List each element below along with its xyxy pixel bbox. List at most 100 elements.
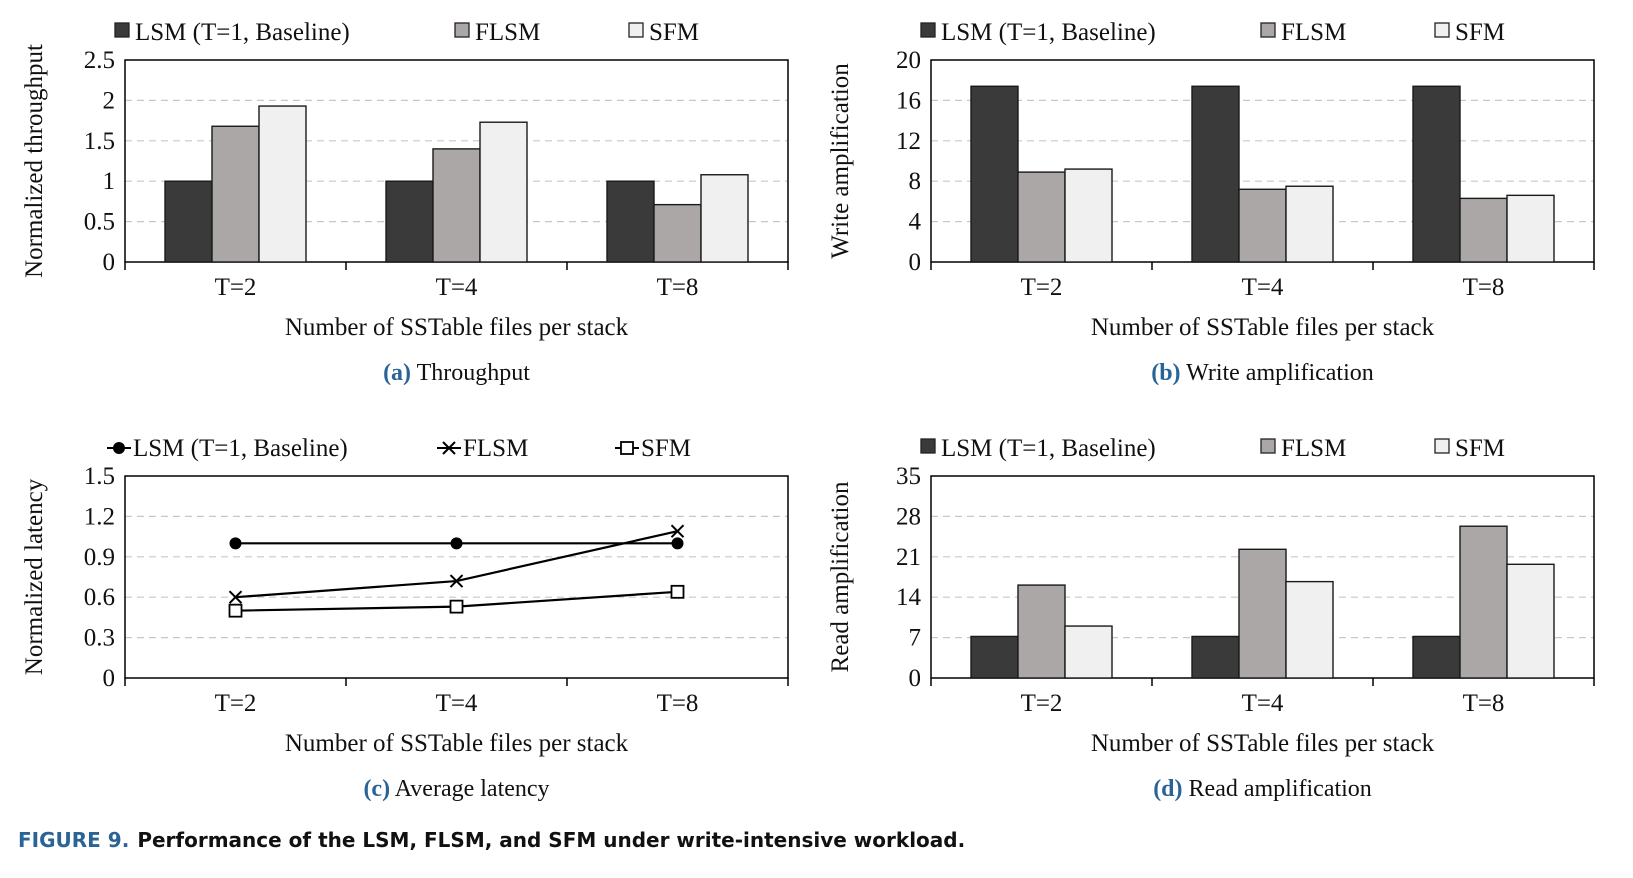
y-axis-title: Normalized latency (21, 478, 48, 675)
legend-label: SFM (641, 435, 691, 462)
y-tick-label: 1 (103, 168, 116, 195)
subfigure-caption-label: (d) (1153, 776, 1182, 802)
y-tick-label: 16 (896, 87, 921, 114)
legend-swatch (1260, 438, 1276, 454)
x-tick-label: T=4 (436, 690, 478, 717)
legend-swatch (920, 438, 936, 454)
bar (606, 180, 655, 263)
bar (211, 125, 260, 263)
chart-d: 0 7 14 21 28 35 T=2 T=4 T=8 Number of SSTable fil… (827, 435, 1595, 802)
subfigure-caption-text: Average latency (390, 776, 549, 802)
y-tick-label: 0.6 (84, 584, 115, 611)
marker-stroke (442, 441, 456, 455)
x-tick-label: T=8 (1463, 690, 1505, 717)
legend-swatch (1434, 22, 1450, 38)
y-tick-label: 0.9 (84, 544, 115, 571)
bar (1459, 197, 1508, 263)
legend-swatch (628, 22, 644, 38)
y-tick-label: 21 (896, 544, 921, 571)
legend-label: LSM (T=1, Baseline) (941, 435, 1156, 462)
bar (432, 148, 481, 263)
bar (1285, 185, 1334, 263)
subfigure-caption-label: (c) (363, 776, 390, 802)
y-tick-label: 20 (896, 47, 921, 74)
y-tick-label: 1.5 (84, 463, 115, 490)
legend-label: FLSM (475, 19, 540, 46)
bar (1412, 635, 1461, 679)
data-point (670, 584, 685, 599)
bar (1017, 171, 1066, 263)
legend-label: FLSM (463, 435, 528, 462)
bar (970, 85, 1019, 263)
bar (1459, 525, 1508, 679)
data-point (228, 603, 243, 618)
legend-label: LSM (T=1, Baseline) (133, 435, 348, 462)
data-point (228, 590, 243, 604)
bar (1064, 168, 1113, 263)
bar (1506, 563, 1555, 679)
x-tick-label: T=8 (657, 274, 699, 301)
x-tick-label: T=2 (215, 690, 257, 717)
marker-stroke (670, 524, 685, 538)
subfigure-caption-text: Throughput (411, 360, 530, 386)
data-point (449, 599, 464, 614)
subfigure-caption: (a) Throughput (383, 360, 530, 386)
legend-label: SFM (1455, 435, 1505, 462)
bar (1238, 548, 1287, 679)
legend-swatch (1434, 438, 1450, 454)
legend-label: SFM (1455, 19, 1505, 46)
y-tick-label: 0 (103, 249, 116, 276)
y-tick-label: 0.5 (84, 209, 115, 236)
legend-swatch (114, 22, 130, 38)
subfigure-caption-text: Write amplification (1181, 360, 1374, 386)
figure-caption-text: Performance of the LSM, FLSM, and SFM un… (137, 828, 966, 852)
subfigure-caption: (c) Average latency (363, 776, 549, 802)
figure-caption: FIGURE 9. Performance of the LSM, FLSM, a… (18, 828, 965, 852)
chart-a: 0 0.5 1 1.5 2 2.5 T=2 T=4 T=8 Number of SSTable f… (21, 19, 789, 386)
y-tick-label: 1.2 (84, 503, 115, 530)
legend-swatch (1260, 22, 1276, 38)
x-tick-label: T=2 (1021, 274, 1063, 301)
bar (1412, 85, 1461, 263)
y-tick-label: 8 (909, 168, 922, 195)
y-axis-title: Read amplification (827, 481, 854, 672)
legend-label: LSM (T=1, Baseline) (941, 19, 1156, 46)
bar (1191, 635, 1240, 679)
bar (653, 203, 702, 263)
data-point (229, 537, 242, 550)
x-tick-label: T=2 (1021, 690, 1063, 717)
chart-c: 0 0.3 0.6 0.9 1.2 1.5 T=2 T=4 T=8 Number of SSTab… (21, 435, 789, 802)
bar (1191, 85, 1240, 263)
x-axis-title: Number of SSTable files per stack (1091, 314, 1435, 341)
legend-label: LSM (T=1, Baseline) (135, 19, 350, 46)
legend-swatch (920, 22, 936, 38)
y-tick-label: 28 (896, 503, 921, 530)
legend-swatch (454, 22, 470, 38)
bar (258, 105, 307, 263)
y-tick-label: 2 (103, 87, 116, 114)
data-point (670, 524, 685, 538)
figure-number: FIGURE 9. (18, 828, 130, 852)
x-tick-label: T=4 (1242, 274, 1284, 301)
subfigure-caption-label: (b) (1151, 360, 1180, 386)
y-tick-label: 0 (909, 249, 922, 276)
data-point (671, 537, 684, 550)
y-tick-label: 7 (909, 625, 922, 652)
subfigure-caption-text: Read amplification (1183, 776, 1372, 802)
x-tick-label: T=2 (215, 274, 257, 301)
data-point (450, 537, 463, 550)
y-axis-title: Normalized throughput (21, 44, 48, 278)
x-tick-label: T=8 (657, 690, 699, 717)
subfigure-caption: (b) Write amplification (1151, 360, 1374, 386)
marker-stroke (449, 574, 464, 588)
legend-marker (113, 442, 125, 454)
legend-marker (442, 441, 456, 455)
bar (700, 174, 749, 263)
x-axis-title: Number of SSTable files per stack (285, 314, 629, 341)
subfigure-caption-label: (a) (383, 360, 411, 386)
bar (385, 180, 434, 263)
legend-label: FLSM (1281, 19, 1346, 46)
x-axis-title: Number of SSTable files per stack (1091, 730, 1435, 757)
y-tick-label: 0 (909, 665, 922, 692)
bar (1285, 580, 1334, 679)
